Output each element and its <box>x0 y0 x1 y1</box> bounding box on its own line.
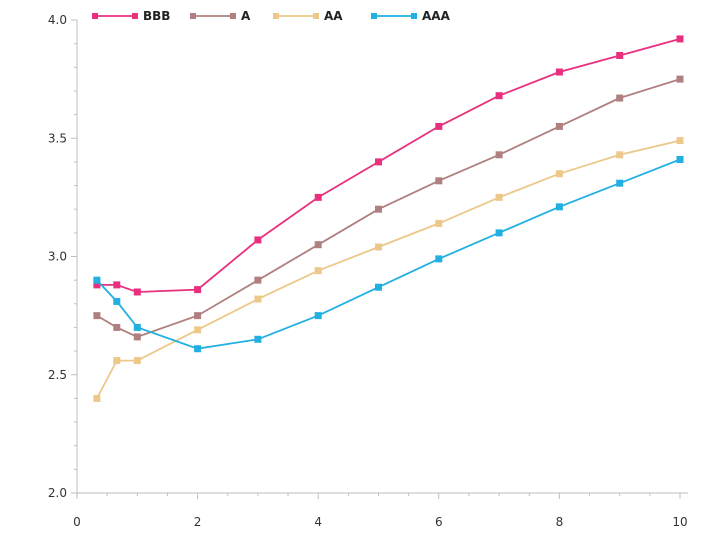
legend-label-bbb: BBB <box>143 9 170 23</box>
data-point-bbb <box>254 236 262 244</box>
data-point-aaa <box>495 229 503 237</box>
y-tick-label: 3.0 <box>48 250 67 264</box>
data-point-a <box>133 333 141 341</box>
data-point-aa <box>133 357 141 365</box>
legend-item-a: A <box>190 9 251 23</box>
legend-marker-aa <box>313 13 319 19</box>
data-point-aaa <box>616 179 624 187</box>
data-point-bbb <box>113 281 121 289</box>
data-point-aa <box>254 295 262 303</box>
data-point-bbb <box>435 122 443 130</box>
data-point-a <box>676 75 684 83</box>
legend-item-bbb: BBB <box>92 9 170 23</box>
legend-marker-a <box>190 13 196 19</box>
y-tick-label: 2.0 <box>48 486 67 500</box>
x-tick-label: 0 <box>73 515 81 529</box>
data-point-a <box>435 177 443 185</box>
data-point-aaa <box>113 297 121 305</box>
data-point-aaa <box>254 335 262 343</box>
legend-marker-bbb <box>132 13 138 19</box>
data-point-aaa <box>93 276 101 284</box>
legend-marker-aa <box>273 13 279 19</box>
data-point-a <box>113 323 121 331</box>
series-layer <box>93 35 684 402</box>
data-point-a <box>254 276 262 284</box>
data-point-bbb <box>93 281 101 289</box>
series-line-a <box>96 78 681 338</box>
data-point-a <box>375 205 382 213</box>
x-tick-label: 4 <box>314 515 322 529</box>
series-line-aa <box>96 139 681 399</box>
data-point-bbb <box>495 92 503 100</box>
data-point-aa <box>435 219 443 227</box>
data-point-aa <box>194 326 202 334</box>
data-point-aaa <box>375 283 382 291</box>
series-line-bbb <box>96 38 681 293</box>
legend-marker-aaa <box>411 13 417 19</box>
legend-item-aaa: AAA <box>371 9 451 23</box>
data-point-bbb <box>133 288 141 296</box>
x-tick-label: 10 <box>672 515 687 529</box>
data-point-aaa <box>133 323 141 331</box>
legend-marker-a <box>230 13 236 19</box>
series-a <box>93 75 684 341</box>
series-line-aaa <box>96 158 681 350</box>
legend-item-aa: AA <box>273 9 343 23</box>
data-point-a <box>314 241 322 249</box>
data-point-aa <box>676 137 684 145</box>
data-point-bbb <box>555 68 563 76</box>
data-point-bbb <box>314 193 322 201</box>
data-point-aa <box>113 357 121 365</box>
data-point-a <box>616 94 624 102</box>
legend-label-aa: AA <box>324 9 343 23</box>
y-tick-label: 3.5 <box>48 131 67 145</box>
legend: BBB A AA AAA <box>92 9 451 23</box>
legend-marker-aaa <box>371 13 377 19</box>
data-point-a <box>93 312 101 320</box>
axes: 2.0 2.5 3.0 3.5 4.0 0 2 4 6 8 10 <box>48 13 688 529</box>
data-point-aa <box>375 243 382 251</box>
legend-label-a: A <box>241 9 251 23</box>
data-point-bbb <box>616 51 624 59</box>
x-tick-label: 8 <box>556 515 564 529</box>
series-bbb <box>93 35 684 296</box>
legend-label-aaa: AAA <box>422 9 451 23</box>
y-tick-label: 4.0 <box>48 13 67 27</box>
data-point-aa <box>555 170 563 178</box>
y-tick-label: 2.5 <box>48 368 67 382</box>
series-aa <box>93 137 684 402</box>
data-point-bbb <box>676 35 684 43</box>
data-point-aaa <box>676 156 684 164</box>
data-point-a <box>194 312 202 320</box>
data-point-bbb <box>375 158 382 166</box>
x-tick-label: 2 <box>194 515 202 529</box>
legend-marker-bbb <box>92 13 98 19</box>
data-point-aa <box>495 193 503 201</box>
data-point-aaa <box>314 312 322 320</box>
data-point-a <box>555 122 563 130</box>
data-point-aa <box>93 394 101 402</box>
data-point-aa <box>314 267 322 275</box>
series-aaa <box>93 156 684 353</box>
data-point-aaa <box>194 345 202 353</box>
data-point-aa <box>616 151 624 159</box>
data-point-a <box>495 151 503 159</box>
data-point-aaa <box>555 203 563 211</box>
x-tick-label: 6 <box>435 515 443 529</box>
data-point-aaa <box>435 255 443 263</box>
data-point-bbb <box>194 286 202 294</box>
